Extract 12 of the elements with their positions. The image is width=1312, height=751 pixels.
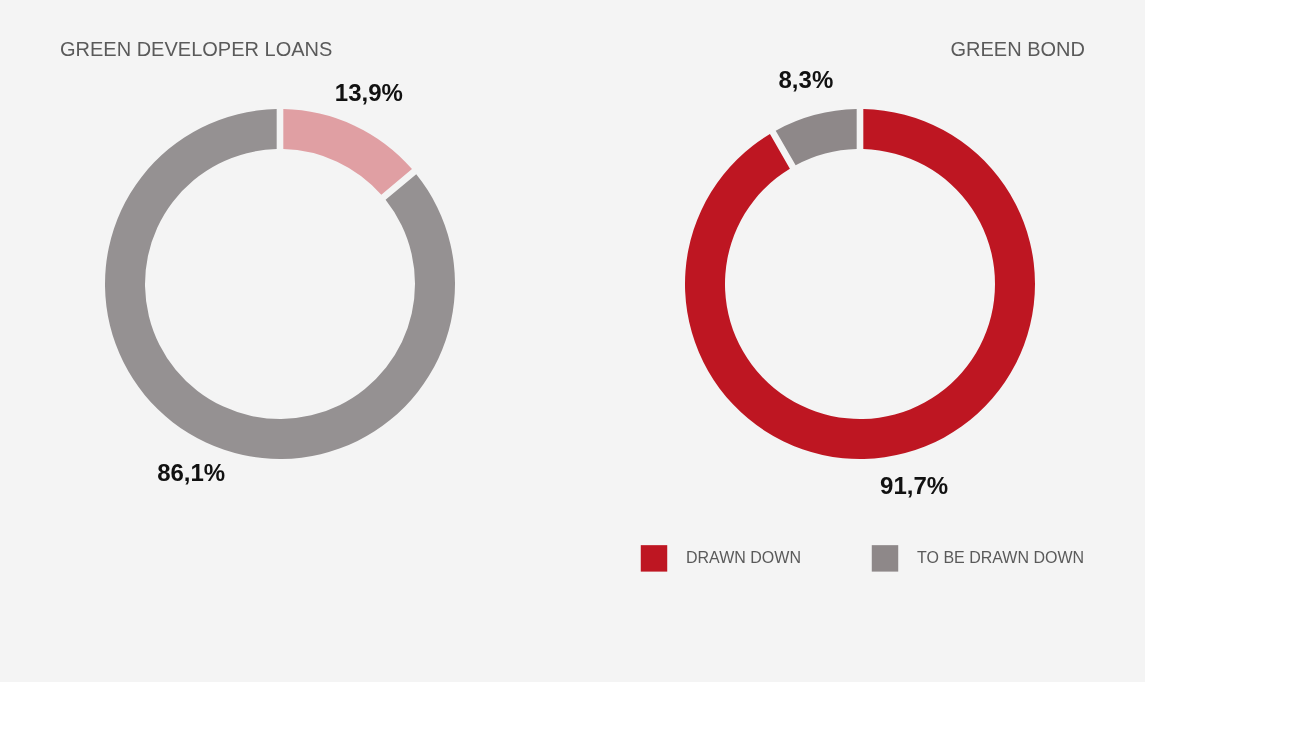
donut-slice — [283, 109, 412, 195]
data-label: 13,9% — [334, 78, 403, 106]
chart-title: GREEN BOND — [950, 38, 1085, 60]
data-label: 91,7% — [880, 471, 949, 499]
legend-label: TO BE DRAWN DOWN — [917, 549, 1085, 567]
donut-slice — [685, 109, 1035, 459]
data-label: 8,3% — [778, 66, 834, 94]
chart-title: GREEN DEVELOPER LOANS — [60, 38, 333, 60]
donut-slice — [105, 109, 455, 459]
data-label: 86,1% — [157, 459, 226, 487]
legend-label: DRAWN DOWN — [686, 549, 801, 567]
donut-slice — [775, 109, 857, 166]
